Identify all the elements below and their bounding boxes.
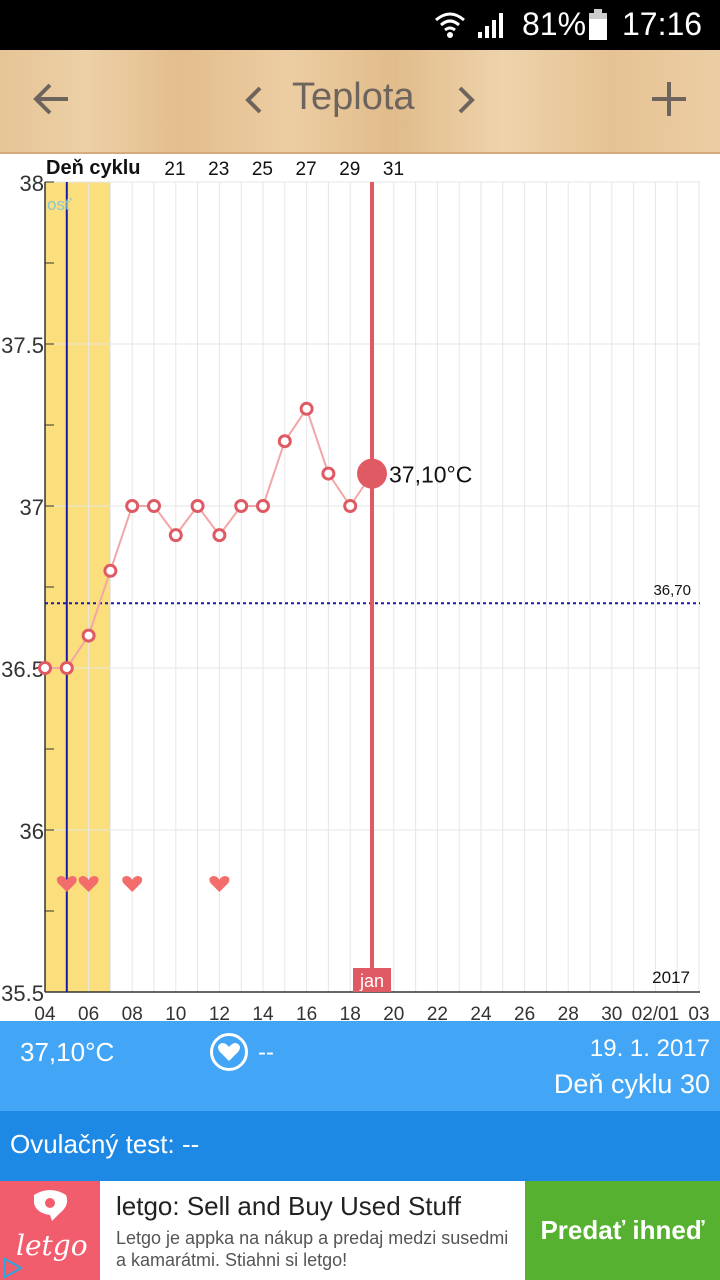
intercourse-value: --: [258, 1039, 274, 1066]
temperature-point: [81, 628, 96, 643]
battery-icon: [589, 9, 607, 40]
cycle-day-tick: 27: [296, 159, 317, 180]
x-tick-label: 06: [78, 1004, 99, 1021]
temperature-point: [212, 528, 227, 543]
y-tick-label: 36.5: [1, 657, 44, 682]
x-tick-label: 03: [688, 1004, 709, 1021]
temperature-point: [103, 563, 118, 578]
temperature-chart[interactable]: osť 36,70 38 37.5 37 36.5 36 35.504 06 08 10 12 14 16…: [0, 154, 720, 1021]
ad-cta-button[interactable]: Predať ihneď: [525, 1181, 720, 1280]
fertile-window: [45, 182, 111, 992]
y-tick-label: 38: [20, 171, 44, 196]
selected-date: 19. 1. 2017: [589, 1035, 710, 1062]
ad-body: Letgo je appka na nákup a predaj medzi s…: [116, 1228, 509, 1270]
y-tick-label: 36: [20, 819, 44, 844]
x-tick-label: 04: [34, 1004, 56, 1021]
add-icon[interactable]: [650, 80, 688, 118]
temperature-point: [256, 499, 270, 513]
clock: 17:16: [622, 6, 703, 42]
x-tick-label: 08: [122, 1004, 143, 1021]
y-tick-label: 35.5: [1, 981, 44, 1006]
temperature-point: [190, 499, 205, 513]
status-bar: 81% 17:16: [0, 0, 720, 50]
selected-point-label: 37,10°C: [389, 462, 472, 488]
x-tick-label: 14: [252, 1004, 274, 1021]
signal-icon: [478, 13, 503, 38]
logo-text: letgo: [16, 1229, 88, 1262]
temperature-point: [168, 528, 183, 543]
temperature-point: [299, 401, 314, 416]
partial-label: osť: [47, 195, 72, 214]
adchoices-icon[interactable]: [2, 1257, 24, 1279]
x-tick-label: 18: [340, 1004, 361, 1021]
temperature-point: [125, 499, 140, 513]
heart-icon: [56, 876, 77, 892]
cycle-day-tick: 25: [252, 159, 273, 180]
previous-chevron-icon[interactable]: [244, 84, 264, 116]
x-tick-label: 16: [296, 1004, 317, 1021]
x-tick-label: 02/01: [632, 1004, 680, 1021]
temperature-point: [147, 499, 161, 513]
page-title: Teplota: [292, 76, 415, 118]
next-chevron-icon[interactable]: [456, 84, 476, 116]
heart-icon[interactable]: [210, 1033, 248, 1071]
selected-point: [357, 458, 387, 489]
heart-icon: [78, 876, 99, 892]
cycle-day-tick: 21: [164, 159, 185, 180]
year-label: 2017: [652, 968, 690, 987]
cycle-day: Deň cyklu 30: [553, 1069, 710, 1099]
ad-headline[interactable]: letgo: Sell and Buy Used Stuff: [116, 1191, 461, 1221]
ovulation-test-row[interactable]: Ovulačný test: --: [0, 1111, 720, 1181]
temperature-point: [321, 466, 336, 481]
temperature-value: 37,10°C: [20, 1037, 115, 1067]
temperature-point: [234, 499, 249, 513]
heart-icon: [209, 876, 230, 892]
heart-icon: [122, 876, 143, 892]
x-tick-label: 22: [427, 1004, 448, 1021]
cycle-axis-title: Deň cyklu: [46, 157, 140, 179]
temperature-point: [38, 661, 52, 675]
ad-banner[interactable]: letgo letgo: Sell and Buy Used Stuff Let…: [0, 1181, 720, 1280]
x-tick-label: 10: [165, 1004, 186, 1021]
y-tick-label: 37.5: [1, 333, 44, 358]
x-tick-label: 20: [383, 1004, 404, 1021]
temperature-point: [59, 661, 74, 675]
month-marker: [353, 968, 391, 992]
summary-panel: 37,10°C -- 19. 1. 2017 Deň cyklu 30: [0, 1021, 720, 1111]
wifi-icon: [435, 12, 465, 38]
x-tick-label: 28: [558, 1004, 579, 1021]
x-tick-label: 12: [209, 1004, 230, 1021]
temperature-point: [343, 499, 358, 513]
ovulation-test-label: Ovulačný test: --: [10, 1129, 200, 1159]
x-tick-label: 24: [470, 1004, 492, 1021]
cycle-day-tick: 31: [383, 159, 404, 180]
month-label: jan: [359, 971, 384, 991]
letgo-logo[interactable]: letgo: [0, 1181, 100, 1280]
coverline-label: 36,70: [653, 582, 691, 599]
x-tick-label: 30: [601, 1004, 622, 1021]
temperature-point: [277, 434, 292, 449]
x-tick-label: 26: [514, 1004, 535, 1021]
temperature-line: [45, 406, 373, 669]
app-bar: Teplota: [0, 50, 720, 154]
cycle-day-tick: 23: [208, 159, 229, 180]
back-arrow-icon[interactable]: [30, 78, 72, 120]
battery-percent: 81%: [522, 6, 587, 42]
cycle-day-tick: 29: [339, 159, 360, 180]
y-tick-label: 37: [20, 495, 44, 520]
